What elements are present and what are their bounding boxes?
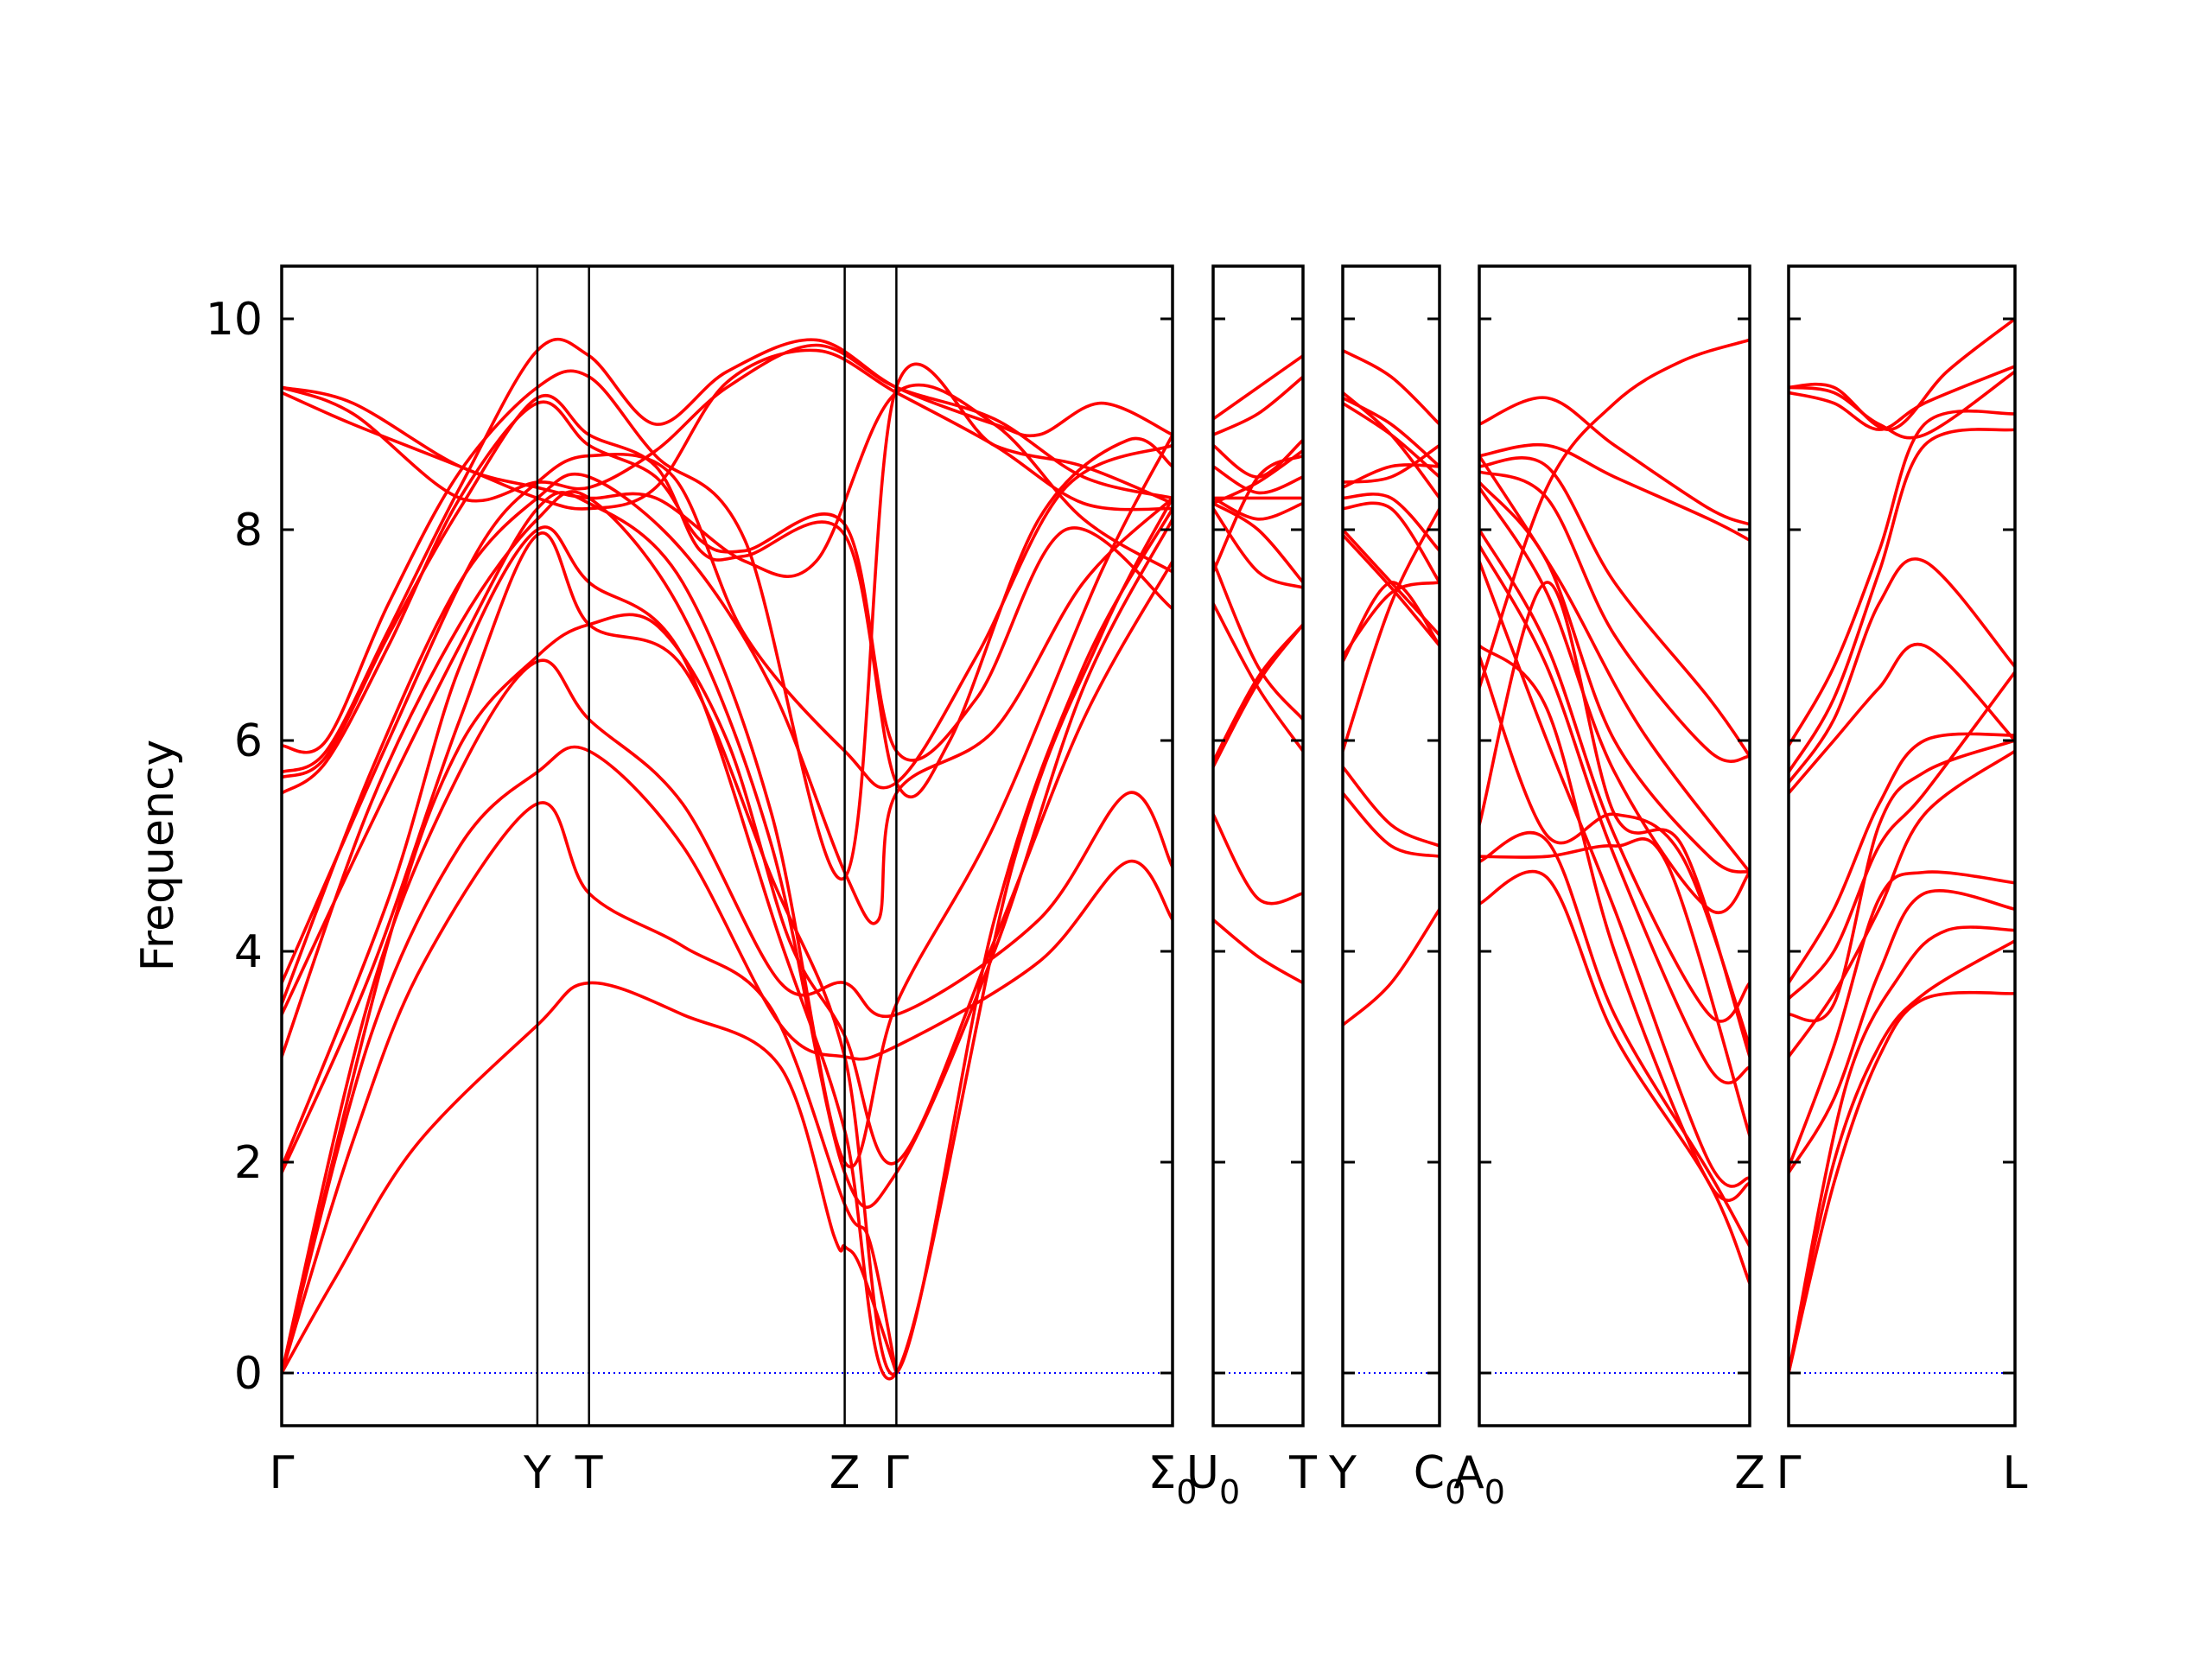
- band-line: [1789, 939, 2015, 1375]
- band-line: [1789, 557, 2015, 785]
- band-line: [1343, 443, 1440, 484]
- band-line: [1479, 338, 1750, 690]
- x-tick-label: Γ: [884, 1447, 909, 1499]
- panel-bands: [1479, 338, 1750, 1286]
- band-line: [282, 343, 1173, 503]
- band-line: [1343, 581, 1440, 658]
- band-line: [1213, 454, 1303, 574]
- band-line: [1213, 623, 1303, 764]
- band-line: [1789, 990, 2015, 1375]
- band-line: [1789, 670, 2015, 1001]
- x-tick-label: Γ: [270, 1447, 295, 1499]
- band-line: [1789, 428, 2015, 774]
- x-tick-label: L: [2003, 1447, 2028, 1499]
- band-line: [1213, 501, 1303, 584]
- band-line: [282, 433, 1173, 1169]
- panel-frame: [280, 264, 1174, 1427]
- band-line: [1343, 528, 1440, 637]
- band-line: [1789, 317, 2015, 431]
- band-line: [1213, 506, 1303, 589]
- band-line: [1343, 501, 1440, 584]
- band-line: [282, 745, 1173, 1375]
- band-line: [282, 362, 1173, 881]
- band-line: [1789, 925, 2015, 1375]
- frames-layer: [280, 264, 2017, 1427]
- band-line: [1479, 831, 1750, 1249]
- band-line: [1479, 559, 1750, 1188]
- band-line: [1343, 493, 1440, 553]
- band-line: [1343, 907, 1440, 1027]
- band-line: [1789, 409, 2015, 747]
- band-line: [1479, 837, 1750, 1138]
- band-line: [1343, 506, 1440, 753]
- x-tick-label: Y: [1328, 1447, 1357, 1499]
- x-tick-label: Z: [830, 1447, 861, 1499]
- band-line: [1479, 869, 1750, 1286]
- band-line: [1213, 812, 1303, 906]
- band-line: [1479, 470, 1750, 763]
- band-line: [1213, 465, 1303, 495]
- band-line: [1343, 765, 1440, 848]
- band-line: [1343, 533, 1440, 647]
- band-line: [282, 490, 1173, 1209]
- band-line: [1343, 791, 1440, 858]
- x-tick-label: T: [1288, 1447, 1317, 1499]
- panel-frame: [1787, 264, 2017, 1427]
- band-line: [1479, 644, 1750, 1202]
- y-tick-label: 6: [234, 715, 263, 767]
- band-line: [1479, 442, 1750, 542]
- band-line: [1213, 623, 1303, 769]
- x-tick-label: Γ: [1777, 1447, 1802, 1499]
- band-line: [282, 506, 1173, 1376]
- band-line: [1479, 456, 1750, 759]
- panel-bands: [1343, 348, 1440, 1027]
- band-line: [1213, 918, 1303, 985]
- band-line: [1213, 496, 1303, 521]
- band-line: [1789, 370, 2015, 440]
- band-line: [282, 400, 1173, 795]
- band-line: [1213, 601, 1303, 753]
- band-line: [1479, 543, 1750, 1084]
- panel-frame: [1341, 264, 1441, 1427]
- band-line: [282, 443, 1173, 985]
- y-axis-label: Frequency: [132, 740, 184, 972]
- panel-bands: [1213, 353, 1303, 985]
- band-line: [1789, 732, 2015, 985]
- y-tick-label: 10: [206, 294, 263, 346]
- band-line: [1479, 654, 1750, 1048]
- band-line: [1789, 642, 2015, 795]
- band-line: [1479, 454, 1750, 874]
- panel-frame: [1211, 264, 1305, 1427]
- band-line: [1213, 375, 1303, 436]
- y-tick-label: 8: [234, 505, 263, 556]
- band-line: [1343, 391, 1440, 500]
- y-tick-label: 0: [234, 1348, 263, 1400]
- band-line: [1343, 348, 1440, 426]
- band-line: [282, 394, 1173, 798]
- band-line: [1789, 739, 2015, 1023]
- band-line: [1479, 396, 1750, 526]
- x-tick-label: Y: [523, 1447, 551, 1499]
- band-line: [282, 348, 1173, 512]
- band-line: [282, 472, 1173, 1006]
- panel-bands: [1789, 317, 2015, 1375]
- band-line: [1479, 528, 1750, 1023]
- band-line: [1213, 448, 1303, 505]
- y-tick-label: 4: [234, 926, 263, 978]
- band-line: [282, 496, 1173, 1381]
- panel-bands: [282, 337, 1173, 1381]
- band-line: [282, 559, 1173, 1375]
- x-tick-label: T: [575, 1447, 603, 1499]
- band-line: [1213, 559, 1303, 721]
- band-line: [282, 801, 899, 1375]
- bands-layer: [282, 317, 2015, 1381]
- y-tick-label: 2: [234, 1137, 263, 1189]
- band-line: [1789, 870, 2015, 1169]
- band-line: [1789, 749, 2015, 1058]
- band-line: [1789, 888, 2015, 1174]
- x-tick-label: Z: [1734, 1447, 1765, 1499]
- band-line: [1213, 353, 1303, 421]
- panel-frame: [1478, 264, 1751, 1427]
